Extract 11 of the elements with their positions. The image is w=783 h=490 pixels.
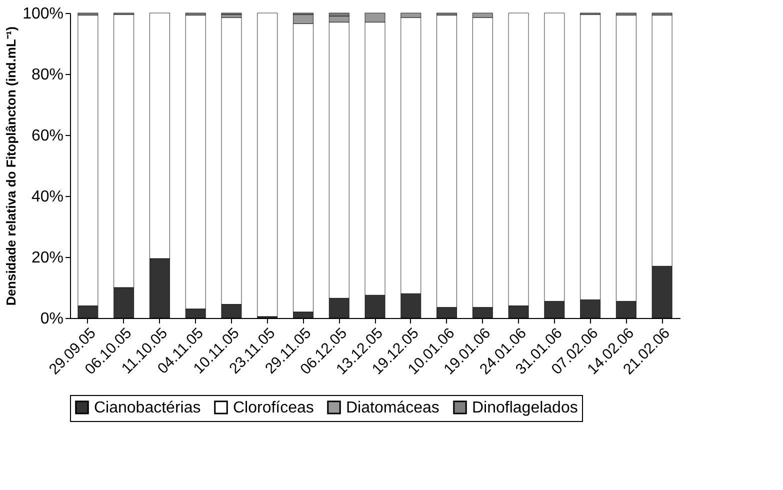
y-axis-title: Densidade relativa do Fitoplâncton (ind.mL⁻¹) [4,26,19,306]
legend-label: Clorofíceas [233,399,314,416]
legend-label: Dinoflagelados [472,399,578,416]
y-tick-label: 0% [40,310,64,328]
y-tick-label: 40% [31,188,64,206]
y-tick-label: 60% [31,128,64,144]
y-tick-label: 100% [22,6,64,22]
legend-label: Diatomáceas [346,399,440,416]
legend-label: Cianobactérias [94,399,201,416]
y-tick-label: 80% [31,66,64,84]
y-tick-label: 20% [31,250,64,266]
